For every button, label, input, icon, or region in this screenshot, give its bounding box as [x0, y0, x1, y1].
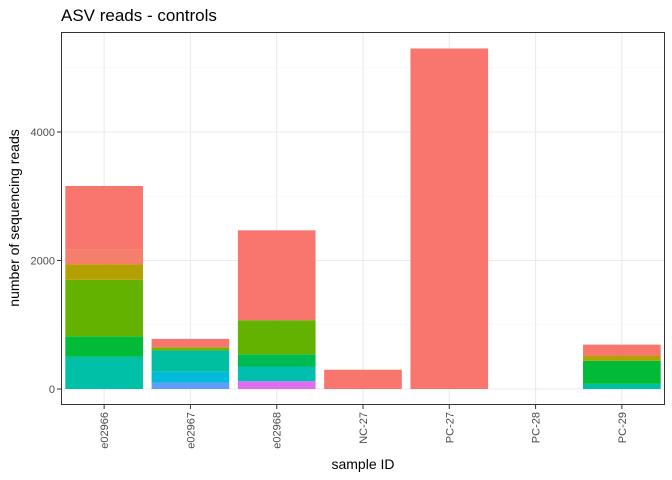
y-axis-title: number of sequencing reads	[6, 129, 22, 306]
x-tick-label-NC-27: NC-27	[358, 412, 370, 444]
x-tick-label-PC-29: PC-29	[617, 412, 629, 443]
x-tick-label-e02968: e02968	[272, 412, 284, 449]
bar-segment-e02967-2	[151, 371, 230, 383]
bar-segment-e02968-3	[237, 354, 316, 367]
bar-segment-NC-27-1	[324, 369, 402, 389]
bar-segment-e02968-4	[237, 320, 316, 355]
bar-segment-e02966-4	[65, 264, 143, 280]
x-tick-label-e02967: e02967	[185, 412, 197, 449]
bar-segment-PC-29-1	[583, 383, 661, 389]
bar-segment-e02967-3	[151, 350, 230, 372]
bar-segment-e02966-3	[65, 279, 143, 337]
x-tick-label-e02966: e02966	[99, 412, 111, 449]
bar-segment-PC-29-4	[583, 344, 661, 356]
bar-segment-e02966-2	[65, 336, 143, 357]
x-axis: e02966 e02967 e02968 NC-27 PC-27 PC-28 PC-29	[99, 405, 629, 449]
bar-segment-e02967-1	[151, 382, 230, 389]
x-axis-title: sample ID	[331, 456, 394, 472]
bar-segment-e02966-1	[65, 356, 143, 389]
x-tick-label-PC-27: PC-27	[444, 412, 456, 443]
bar-segment-PC-27-1	[410, 48, 489, 389]
y-tick-label: 2000	[31, 256, 55, 268]
bar-segment-e02966-5	[65, 249, 143, 265]
x-tick-label-PC-28: PC-28	[531, 412, 543, 443]
bars	[65, 48, 661, 389]
bar-segment-PC-29-3	[583, 355, 661, 361]
bar-segment-e02968-1	[237, 381, 316, 389]
bar-segment-e02967-5	[151, 338, 230, 348]
bar-segment-e02968-2	[237, 366, 316, 382]
bar-segment-e02967-4	[151, 347, 230, 351]
bar-segment-PC-29-2	[583, 360, 661, 384]
y-axis: 0 2000 4000	[31, 127, 61, 396]
bar-segment-e02968-5	[237, 230, 316, 321]
y-tick-label: 0	[49, 384, 55, 396]
plot-panel-border	[61, 32, 665, 405]
bar-segment-e02966-6	[65, 185, 143, 250]
y-tick-label: 4000	[31, 127, 55, 139]
chart-title: ASV reads - controls	[61, 6, 217, 25]
